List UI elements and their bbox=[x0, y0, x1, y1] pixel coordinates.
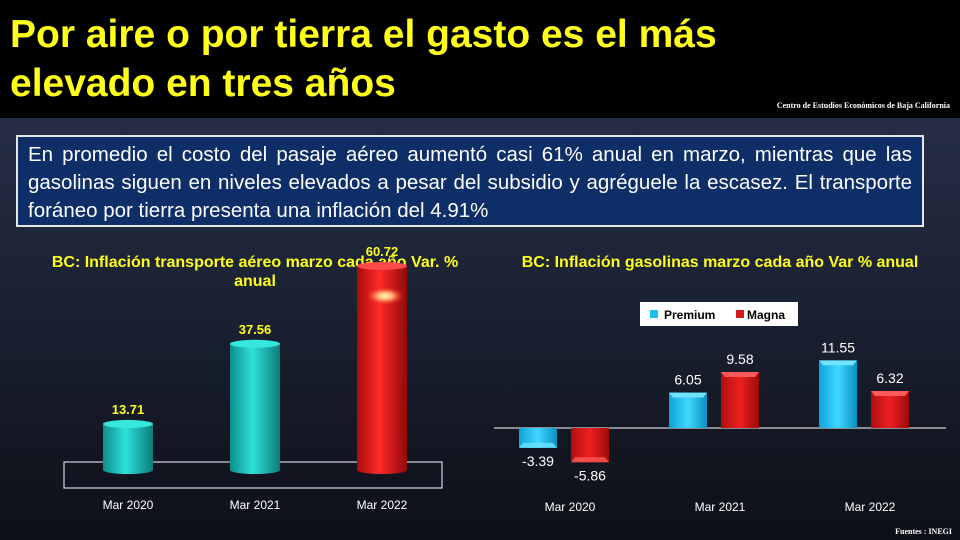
chart2-bar-1-1 bbox=[721, 371, 759, 428]
chart1-bar-2 bbox=[357, 261, 407, 474]
chart2-legend-swatch-1 bbox=[736, 310, 744, 318]
footer-source: Fuentes : INEGI bbox=[895, 527, 952, 536]
chart2-title: BC: Inflación gasolinas marzo cada año V… bbox=[521, 254, 919, 271]
chart2-bar-2-0 bbox=[819, 360, 857, 428]
chart2-category-2: Mar 2022 bbox=[845, 500, 896, 514]
chart2-legend: Premium Magna bbox=[640, 302, 798, 326]
chart2-value-label-0-1: -5.86 bbox=[574, 467, 606, 483]
chart1-bar-1 bbox=[230, 339, 280, 474]
page-title: Por aire o por tierra el gasto es el más… bbox=[10, 13, 717, 105]
chart1-air-transport: 13.71 Mar 2020 37.56 Mar 2021 60.72 Mar 2022 bbox=[63, 244, 443, 512]
summary-box: En promedio el costo del pasaje aéreo au… bbox=[16, 135, 924, 227]
chart1-bar-0 bbox=[103, 419, 153, 474]
chart2-legend-swatch-0 bbox=[650, 310, 658, 318]
chart2-value-label-2-0: 11.55 bbox=[821, 339, 855, 355]
chart2-value-label-2-1: 6.32 bbox=[876, 370, 903, 386]
chart2-value-label-1-1: 9.58 bbox=[726, 351, 753, 367]
header-bar: Por aire o por tierra el gasto es el más… bbox=[0, 0, 960, 118]
chart2-category-0: Mar 2020 bbox=[545, 500, 596, 514]
chart2-value-label-0-0: -3.39 bbox=[522, 453, 554, 469]
source-credit: Centro de Estudios Económicos de Baja Ca… bbox=[776, 101, 950, 110]
chart1-category-1: Mar 2021 bbox=[230, 498, 281, 512]
chart2-bar-0-1 bbox=[571, 428, 609, 463]
chart2-legend-label-1: Magna bbox=[747, 308, 785, 322]
chart1-category-2: Mar 2022 bbox=[357, 498, 408, 512]
chart2-value-label-1-0: 6.05 bbox=[674, 372, 701, 388]
chart2-gasoline: Premium Magna -3.39 -5.86 Mar 2020 6.05 9.58 Ma… bbox=[494, 302, 946, 514]
chart2-legend-label-0: Premium bbox=[664, 308, 715, 322]
chart2-bar-1-0 bbox=[669, 392, 707, 428]
chart1-value-label-2: 60.72 bbox=[366, 244, 399, 259]
chart2-bar-0-0 bbox=[519, 428, 557, 448]
chart1-title: BC: Inflación transporte aéreo marzo cad… bbox=[51, 254, 459, 290]
chart2-category-1: Mar 2021 bbox=[695, 500, 746, 514]
chart2-bar-2-1 bbox=[871, 391, 909, 428]
chart1-value-label-0: 13.71 bbox=[112, 402, 145, 417]
chart1-value-label-1: 37.56 bbox=[239, 322, 272, 337]
chart1-highlight bbox=[366, 286, 404, 305]
chart1-category-0: Mar 2020 bbox=[103, 498, 154, 512]
